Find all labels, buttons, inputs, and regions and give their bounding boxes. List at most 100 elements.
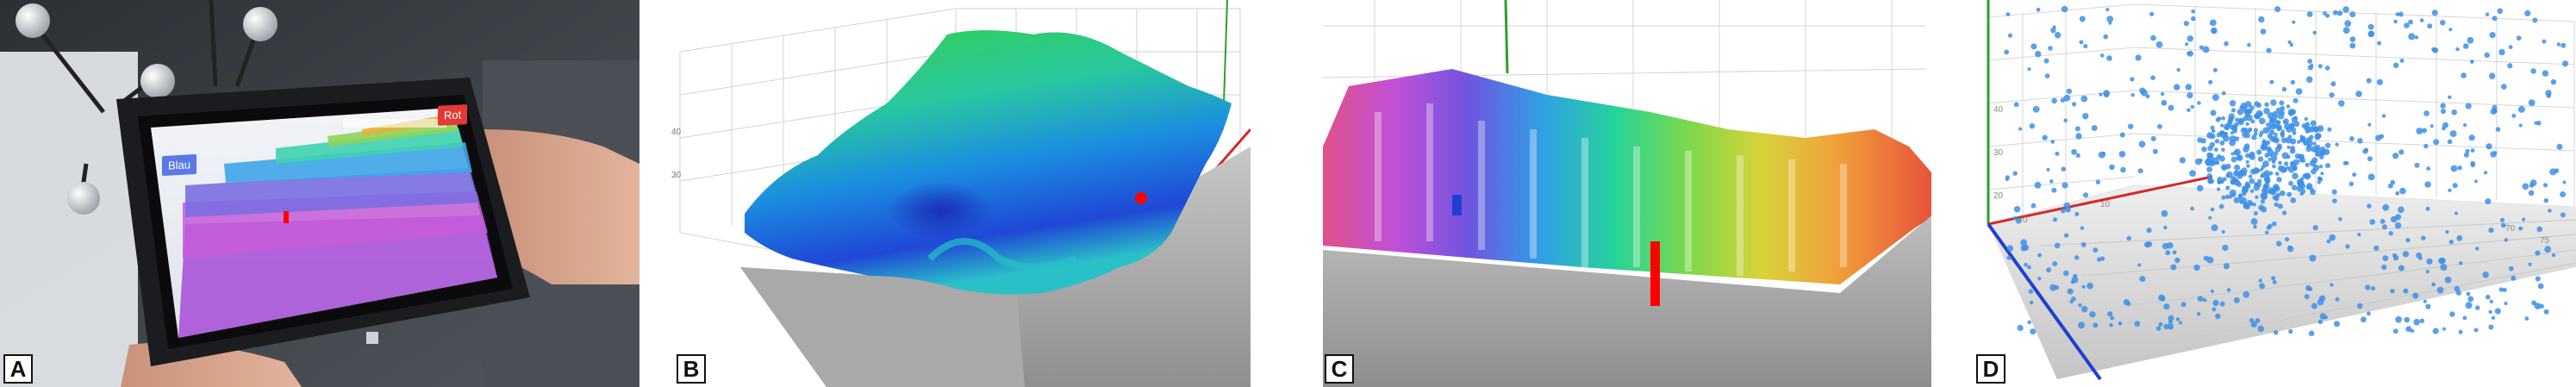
scatter-point xyxy=(2167,315,2174,321)
scatter-point xyxy=(2012,171,2018,176)
scatter-point xyxy=(2292,130,2297,135)
scatter-point xyxy=(2234,171,2239,176)
scatter-point xyxy=(2399,187,2406,195)
scatter-point xyxy=(2254,101,2260,107)
scatter-point xyxy=(2049,284,2057,291)
scatter-point xyxy=(2193,264,2200,272)
scatter-point xyxy=(2373,245,2380,251)
scatter-point xyxy=(2231,125,2238,132)
scatter-point xyxy=(2265,178,2271,184)
scatter-point xyxy=(2475,305,2480,310)
scatter-point xyxy=(2495,127,2501,132)
scatter-point xyxy=(2303,140,2309,147)
scatter-point xyxy=(2319,152,2324,157)
scatter-point xyxy=(2183,21,2189,27)
scatter-point xyxy=(2216,132,2222,138)
scatter-point xyxy=(2454,211,2458,215)
scatter-point xyxy=(2072,102,2077,107)
scatter-point xyxy=(2100,256,2105,261)
blau-button[interactable]: Blau xyxy=(162,153,197,177)
scatter-point xyxy=(2488,228,2494,234)
scatter-point xyxy=(2078,303,2082,308)
scatter-point xyxy=(2272,135,2279,143)
scatter-point xyxy=(2212,299,2219,307)
scatter-point xyxy=(2390,289,2395,294)
scatter-point xyxy=(2560,212,2566,218)
scatter-point xyxy=(2004,49,2010,55)
svg-text:30: 30 xyxy=(1993,148,2004,158)
scatter-point xyxy=(2258,278,2263,283)
scatter-point xyxy=(2288,180,2293,186)
scatter-point xyxy=(2130,93,2135,97)
scatter-point xyxy=(2270,99,2277,106)
scatter-point xyxy=(2199,45,2204,50)
scatter-point xyxy=(2311,157,2318,164)
tracking-marker-ball xyxy=(243,7,278,41)
rot-button[interactable]: Rot xyxy=(438,104,468,126)
scatter-point xyxy=(2414,162,2420,168)
scatter-point xyxy=(2272,280,2277,284)
scatter-point xyxy=(2408,19,2413,25)
scatter-point xyxy=(2485,12,2490,16)
scatter-point xyxy=(2291,116,2298,123)
scatter-point xyxy=(2093,247,2099,253)
scatter-point xyxy=(2317,64,2323,69)
scatter-point xyxy=(2083,44,2088,49)
scatter-point xyxy=(2254,211,2258,215)
scatter-point xyxy=(2128,123,2134,129)
scatter-point xyxy=(2292,184,2298,190)
scatter-point xyxy=(2036,7,2041,12)
scatter-point xyxy=(2237,117,2243,123)
scatter-point xyxy=(2242,202,2249,207)
scatter-point xyxy=(2230,100,2236,107)
bar-field xyxy=(1323,69,1931,284)
scatter-point xyxy=(2082,113,2089,120)
scatter-point xyxy=(2221,147,2225,153)
scatter-point xyxy=(2051,97,2057,104)
scatter-point xyxy=(2447,139,2453,145)
scatter-point xyxy=(2461,72,2467,78)
scatter-point xyxy=(2261,206,2267,213)
scatter-point xyxy=(2549,168,2557,176)
scatter-point xyxy=(2382,255,2389,261)
scatter-point xyxy=(2202,297,2207,303)
svg-text:40: 40 xyxy=(1993,105,2004,115)
scatter-point xyxy=(2075,153,2080,158)
scatter-point xyxy=(2297,140,2301,144)
scatter-point xyxy=(2120,166,2126,173)
panel-label-a: A xyxy=(3,354,33,384)
scatter-point xyxy=(2032,105,2040,113)
scatter-point xyxy=(2175,317,2180,321)
scatter-point xyxy=(2141,89,2148,97)
scatter-point xyxy=(2220,123,2224,128)
scatter-point xyxy=(2028,289,2034,294)
scatter-point xyxy=(2325,13,2330,18)
scatter-point xyxy=(2501,222,2506,228)
scatter-point xyxy=(2261,140,2267,147)
scatter-point xyxy=(2448,240,2454,245)
scatter-point xyxy=(2542,70,2549,77)
scatter-point xyxy=(2491,315,2496,320)
scatter-point xyxy=(2006,255,2012,260)
scatter-point xyxy=(2423,299,2427,303)
surface-plot: 40 30 xyxy=(671,0,1251,387)
scatter-point xyxy=(2163,323,2169,330)
scatter-point xyxy=(2233,150,2239,156)
scatter-point xyxy=(2473,179,2478,184)
scatter-point xyxy=(2404,316,2410,323)
scatter-point xyxy=(2223,263,2230,270)
scatter-point xyxy=(2465,148,2470,153)
scatter-point xyxy=(2063,94,2071,102)
scatter-point xyxy=(2276,240,2282,247)
scatter-point xyxy=(2269,153,2273,158)
scatter-point xyxy=(2408,33,2416,41)
scatter-point xyxy=(2492,104,2498,110)
scatter-point xyxy=(2307,59,2313,64)
scatter-point xyxy=(2405,326,2412,333)
scatter-point xyxy=(2223,134,2230,142)
scatter-point xyxy=(2342,27,2350,34)
scatter-point xyxy=(2228,113,2236,120)
scatter-point xyxy=(2109,322,2113,328)
scatter-point xyxy=(2234,136,2240,142)
scatter-point xyxy=(2063,118,2068,123)
